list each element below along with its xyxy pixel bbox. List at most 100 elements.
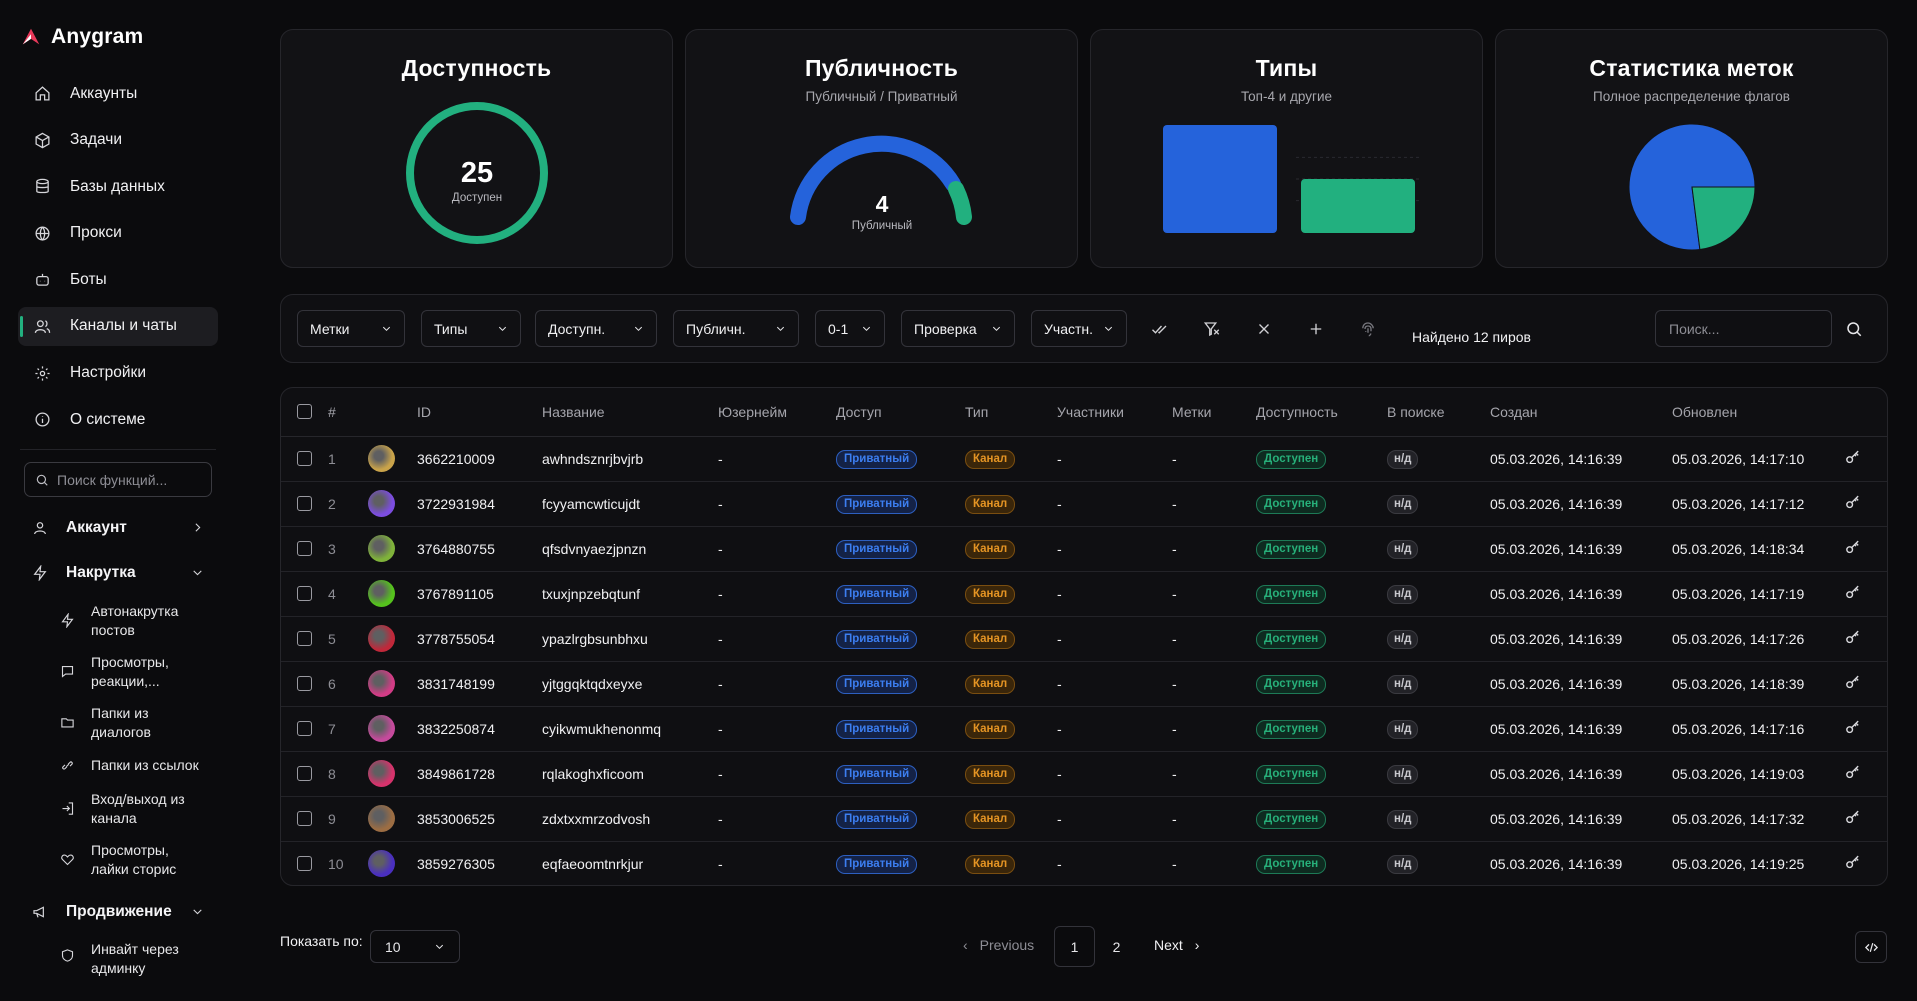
sub-item-views[interactable]: Просмотры, реакции,...	[18, 646, 218, 697]
availability-badge: Доступен	[1256, 719, 1327, 739]
tag-slice-2[interactable]	[1691, 186, 1756, 251]
access-badge: Приватный	[836, 449, 918, 469]
col-tags[interactable]: Метки	[1172, 388, 1256, 437]
filter-clear-icon[interactable]	[1203, 320, 1221, 338]
row-checkbox[interactable]	[297, 676, 312, 691]
col-username[interactable]: Юзернейм	[718, 388, 836, 437]
table-row[interactable]: 1 3662210009 awhndsznrjbvjrb - Приватный…	[281, 436, 1887, 482]
sub-item-folders-dialogs[interactable]: Папки из диалогов	[18, 697, 218, 748]
tag-slice-1[interactable]	[1628, 123, 1756, 251]
key-icon[interactable]	[1844, 719, 1861, 736]
key-icon[interactable]	[1844, 584, 1861, 601]
brand[interactable]: Anygram	[18, 0, 218, 74]
nav-item-proxies[interactable]: Прокси	[18, 214, 218, 253]
fingerprint-icon[interactable]	[1359, 320, 1377, 338]
row-checkbox[interactable]	[297, 586, 312, 601]
nav-item-tasks[interactable]: Задачи	[18, 121, 218, 160]
group-account[interactable]: Аккаунт	[18, 505, 218, 550]
cell-updated: 05.03.2026, 14:17:26	[1672, 616, 1844, 662]
table-row[interactable]: 4 3767891105 txuxjnpzebqtunf - Приватный…	[281, 571, 1887, 617]
sub-item-join-leave[interactable]: Вход/выход из канала	[18, 783, 218, 834]
key-icon[interactable]	[1844, 809, 1861, 826]
col-updated[interactable]: Обновлен	[1672, 388, 1844, 437]
table-row[interactable]: 5 3778755054 ypazlrgbsunbhxu - Приватный…	[281, 616, 1887, 662]
col-type[interactable]: Тип	[965, 388, 1057, 437]
nav-item-about[interactable]: О системе	[18, 400, 218, 439]
prev-page-button[interactable]: ‹ Previous	[963, 937, 1034, 953]
row-checkbox[interactable]	[297, 856, 312, 872]
filter-check-dropdown[interactable]: Проверка	[901, 310, 1015, 347]
table-row[interactable]: 3 3764880755 qfsdvnyaezjpnzn - Приватный…	[281, 526, 1887, 572]
nav-item-accounts[interactable]: Аккаунты	[18, 74, 218, 113]
col-in-search[interactable]: В поиске	[1387, 388, 1490, 437]
filter-publicity-dropdown[interactable]: Публичн.	[673, 310, 799, 347]
col-created[interactable]: Создан	[1490, 388, 1672, 437]
function-search-input[interactable]: Поиск функций...	[24, 462, 212, 498]
key-icon[interactable]	[1844, 494, 1861, 511]
availability-badge: Доступен	[1256, 539, 1327, 559]
in-search-badge: н/д	[1387, 584, 1419, 604]
key-icon[interactable]	[1844, 449, 1861, 466]
nav-item-channels[interactable]: Каналы и чаты	[18, 306, 218, 346]
plus-icon[interactable]	[1307, 320, 1325, 338]
row-checkbox[interactable]	[297, 496, 312, 511]
row-checkbox[interactable]	[297, 721, 312, 736]
row-checkbox[interactable]	[297, 541, 312, 556]
cell-created: 05.03.2026, 14:16:39	[1490, 481, 1672, 527]
found-count: Найдено 12 пиров	[1412, 329, 1531, 345]
filter-types-dropdown[interactable]: Типы	[421, 310, 521, 347]
row-checkbox[interactable]	[297, 451, 312, 466]
cell-created: 05.03.2026, 14:16:39	[1490, 436, 1672, 482]
col-id[interactable]: ID	[417, 388, 542, 437]
table-row[interactable]: 10 3859276305 eqfaeoomtnrkjur - Приватны…	[281, 841, 1887, 885]
sub-item-folders-links[interactable]: Папки из ссылок	[18, 748, 218, 783]
row-checkbox[interactable]	[297, 631, 312, 646]
table-row[interactable]: 9 3853006525 zdxtxxmrzodvosh - Приватный…	[281, 796, 1887, 842]
filter-tags-dropdown[interactable]: Метки	[297, 310, 405, 347]
filter-range-dropdown[interactable]: 0-1	[815, 310, 885, 347]
cell-tags: -	[1172, 616, 1256, 662]
type-bar-2[interactable]	[1301, 179, 1415, 233]
sub-item-autoboost[interactable]: Автонакрутка постов	[18, 595, 218, 646]
select-all-checkbox[interactable]	[297, 404, 312, 420]
key-icon[interactable]	[1844, 764, 1861, 781]
code-view-button[interactable]	[1855, 931, 1887, 963]
filter-availability-dropdown[interactable]: Доступн.	[535, 310, 657, 347]
avatar	[368, 805, 395, 832]
type-bar-1[interactable]	[1163, 125, 1277, 233]
group-promotion[interactable]: Продвижение	[18, 889, 218, 934]
col-members[interactable]: Участники	[1057, 388, 1172, 437]
filter-label: Метки	[310, 320, 350, 337]
next-page-button[interactable]: Next ›	[1154, 937, 1199, 953]
close-icon[interactable]	[1255, 320, 1273, 338]
col-availability[interactable]: Доступность	[1256, 388, 1387, 437]
col-name[interactable]: Название	[542, 388, 718, 437]
sub-item-story-views[interactable]: Просмотры, лайки сторис	[18, 834, 218, 885]
main-nav: Аккаунты Задачи Базы данных Прокси Боты …	[18, 74, 218, 439]
group-boost[interactable]: Накрутка	[18, 550, 218, 595]
gauge-private-arc	[790, 135, 961, 225]
row-checkbox[interactable]	[297, 766, 312, 781]
key-icon[interactable]	[1844, 674, 1861, 691]
key-icon[interactable]	[1844, 854, 1861, 871]
table-row[interactable]: 6 3831748199 yjtggqktqdxeyxe - Приватный…	[281, 661, 1887, 707]
sub-item-invite-admin[interactable]: Инвайт через админку	[18, 934, 218, 985]
table-row[interactable]: 2 3722931984 fcyyamcwticujdt - Приватный…	[281, 481, 1887, 527]
avatar	[368, 760, 395, 787]
page-2-button[interactable]: 2	[1096, 926, 1137, 967]
row-checkbox[interactable]	[297, 811, 312, 826]
nav-item-bots[interactable]: Боты	[18, 260, 218, 299]
nav-item-databases[interactable]: Базы данных	[18, 167, 218, 206]
search-input[interactable]: Поиск...	[1655, 310, 1832, 347]
key-icon[interactable]	[1844, 629, 1861, 646]
check-double-icon[interactable]	[1151, 320, 1169, 338]
table-row[interactable]: 7 3832250874 cyikwmukhenonmq - Приватный…	[281, 706, 1887, 752]
col-access[interactable]: Доступ	[836, 388, 965, 437]
nav-item-settings[interactable]: Настройки	[18, 354, 218, 393]
table-row[interactable]: 8 3849861728 rqlakoghxficoom - Приватный…	[281, 751, 1887, 797]
page-size-select[interactable]: 10	[370, 930, 460, 963]
search-icon[interactable]	[1845, 320, 1863, 338]
key-icon[interactable]	[1844, 539, 1861, 556]
page-1-button[interactable]: 1	[1054, 926, 1095, 967]
filter-members-dropdown[interactable]: Участн.	[1031, 310, 1127, 347]
